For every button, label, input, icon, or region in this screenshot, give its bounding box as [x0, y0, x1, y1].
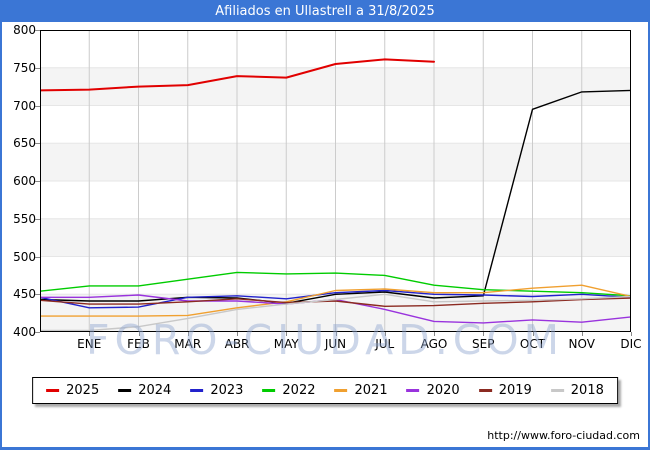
- y-axis-label: 400: [13, 325, 36, 339]
- x-axis-tick: [384, 332, 386, 336]
- y-axis-label: 750: [13, 60, 36, 75]
- x-axis-tick: [434, 332, 435, 336]
- legend-item-2018: 2018: [550, 383, 604, 398]
- y-axis-label: 650: [13, 136, 36, 151]
- legend-swatch-icon: [262, 389, 276, 392]
- y-axis-tick: [35, 67, 40, 69]
- y-axis-tick: [35, 181, 40, 182]
- plot-svg: [40, 30, 631, 332]
- legend-swatch-icon: [190, 389, 204, 392]
- x-axis-tick: [631, 332, 632, 336]
- y-axis-label: 800: [13, 23, 36, 37]
- x-axis-tick: [237, 332, 238, 336]
- x-axis-label: NOV: [568, 337, 595, 351]
- legend-label: 2023: [210, 383, 244, 398]
- legend-item-2023: 2023: [190, 383, 243, 398]
- x-axis-label: SEP: [472, 337, 495, 351]
- y-axis-label: 600: [13, 174, 36, 188]
- window-frame-left: [0, 22, 2, 450]
- legend-swatch-icon: [118, 389, 132, 392]
- x-axis-tick: [532, 332, 534, 336]
- x-axis-label: OCT: [519, 337, 546, 351]
- legend-label: 2024: [138, 383, 172, 398]
- window-frame-right: [648, 22, 650, 450]
- x-axis-tick: [187, 332, 189, 336]
- x-axis-tick: [335, 332, 337, 336]
- legend-item-2022: 2022: [262, 383, 316, 398]
- y-axis-tick: [35, 218, 40, 220]
- x-axis-label: MAR: [174, 337, 202, 351]
- x-axis-tick: [286, 332, 288, 336]
- x-axis-label: ABR: [224, 337, 250, 351]
- y-axis-tick: [35, 294, 40, 296]
- x-axis-tick: [581, 332, 583, 336]
- x-axis-tick: [483, 332, 485, 336]
- legend-item-2021: 2021: [334, 383, 388, 398]
- legend-item-2020: 2020: [406, 383, 460, 398]
- legend-swatch-icon: [550, 389, 564, 392]
- series-line-2021: [40, 284, 631, 317]
- y-axis-tick: [35, 30, 40, 31]
- y-axis-tick: [35, 332, 40, 333]
- y-axis-label: 450: [13, 287, 36, 302]
- y-axis-label: 700: [13, 98, 36, 113]
- legend-label: 2021: [354, 383, 388, 398]
- x-axis-label: JUN: [324, 337, 347, 351]
- window-frame-bottom: [0, 447, 650, 450]
- x-axis-label: AGO: [420, 337, 448, 351]
- x-axis-label: MAY: [273, 337, 299, 351]
- chart-title: Afiliados en Ullastrell a 31/8/2025: [215, 3, 435, 19]
- legend-label: 2020: [426, 383, 460, 398]
- y-axis-tick: [35, 256, 40, 258]
- legend-label: 2018: [570, 383, 604, 398]
- legend-swatch-icon: [478, 389, 492, 392]
- y-axis-label: 500: [13, 249, 36, 264]
- legend-swatch-icon: [406, 389, 420, 392]
- series-line-2022: [40, 271, 631, 297]
- footer-url: http://www.foro-ciudad.com: [487, 429, 640, 442]
- legend-label: 2025: [66, 383, 100, 398]
- series-line-2019: [40, 297, 631, 307]
- plot-border: [40, 30, 631, 332]
- legend-item-2025: 2025: [46, 383, 99, 398]
- legend-label: 2022: [282, 383, 316, 398]
- y-axis-tick: [35, 143, 40, 145]
- x-axis-tick: [89, 332, 91, 336]
- legend-swatch-icon: [334, 389, 348, 392]
- x-axis-label: DIC: [620, 337, 642, 351]
- legend-item-2019: 2019: [478, 383, 532, 398]
- series-line-2025: [40, 58, 435, 92]
- series-line-2024: [40, 89, 631, 304]
- legend-item-2024: 2024: [118, 383, 171, 398]
- x-axis-label: FEB: [127, 337, 150, 351]
- chart-title-bar: Afiliados en Ullastrell a 31/8/2025: [0, 0, 650, 22]
- x-axis-tick: [138, 332, 140, 336]
- legend-label: 2019: [498, 383, 532, 398]
- y-axis-tick: [35, 105, 40, 107]
- series-line-2018: [40, 293, 631, 332]
- y-axis-label: 550: [13, 211, 36, 226]
- x-axis-label: ENE: [77, 337, 102, 351]
- series-line-2023: [40, 289, 631, 309]
- legend: 2025 2024 2023 2022 2021 2020 2019 2018: [32, 377, 618, 404]
- x-axis-label: JUL: [375, 337, 395, 351]
- legend-swatch-icon: [46, 389, 60, 392]
